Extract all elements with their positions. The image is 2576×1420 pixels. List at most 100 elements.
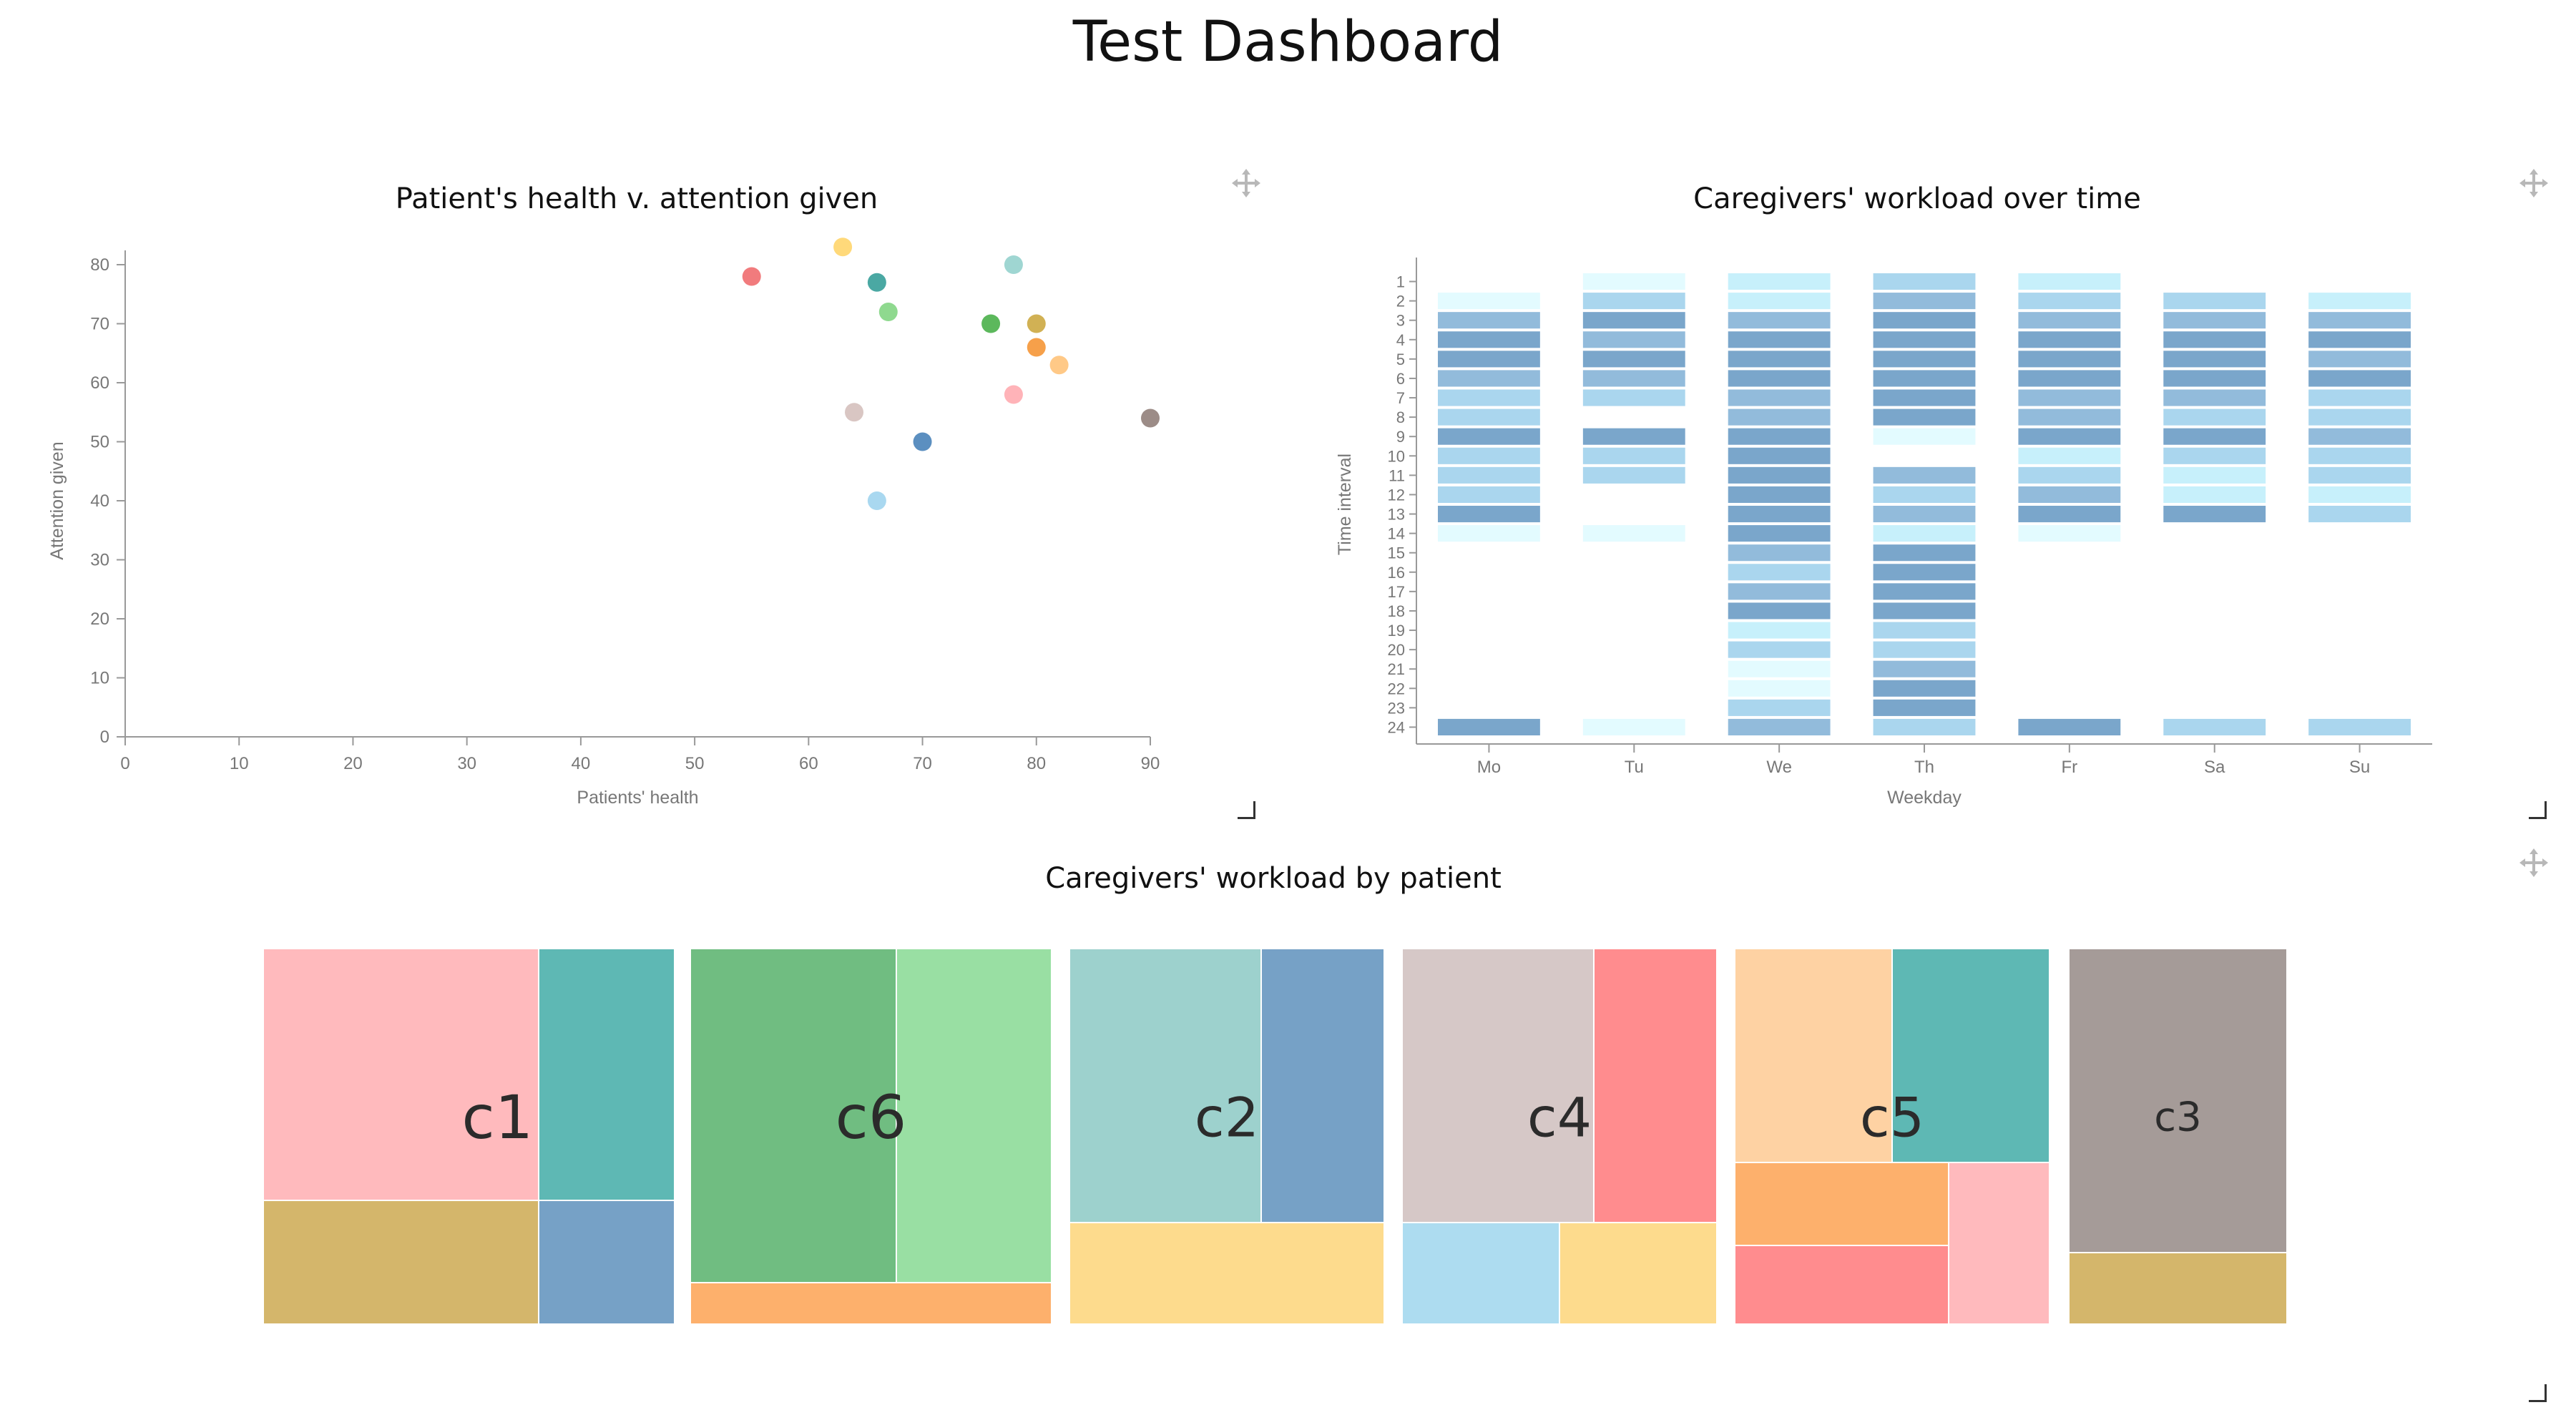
heatmap-cell (1438, 351, 1540, 368)
heatmap-cell (2018, 351, 2121, 368)
heatmap-cell (1873, 486, 1976, 503)
treemap-cell (1735, 949, 1892, 1163)
heatmap-cell (1873, 622, 1976, 639)
heatmap-cell (1873, 331, 1976, 348)
heatmap-cell (2018, 466, 2121, 484)
treemap-cell (2069, 949, 2287, 1253)
heatmap-cell (2018, 525, 2121, 542)
x-tick-label: 10 (230, 754, 249, 773)
treemap-cell (1892, 949, 2049, 1163)
heatmap-cell (2163, 718, 2266, 735)
resize-corner-icon[interactable] (1238, 801, 1255, 819)
heatmap-cell (1728, 544, 1831, 562)
heatmap-title: Caregivers' workload over time (1693, 182, 2141, 215)
treemap-cell (690, 949, 896, 1283)
heatmap-cell (2163, 389, 2266, 406)
treemap-cell (1069, 1223, 1384, 1324)
heatmap-cell (1582, 525, 1685, 542)
heatmap-cell (1873, 680, 1976, 697)
heatmap-cell (1728, 680, 1831, 697)
heatmap-cell (1438, 486, 1540, 503)
heatmap-cell (2018, 408, 2121, 426)
treemap-cell (1559, 1223, 1717, 1324)
heatmap-cell (2018, 370, 2121, 387)
y-tick-label: 2 (1396, 293, 1405, 310)
x-axis-label: Weekday (1887, 788, 1962, 808)
heatmap-cell (1582, 428, 1685, 445)
y-axis-label: Attention given (47, 441, 67, 559)
resize-corner-icon[interactable] (2529, 1384, 2547, 1402)
y-tick-label: 14 (1388, 525, 1405, 543)
heatmap-cell (2308, 370, 2411, 387)
heatmap-cell (1728, 312, 1831, 329)
treemap-cell (1402, 949, 1595, 1223)
heatmap-cell (2018, 506, 2121, 523)
heatmap-cell (1582, 718, 1685, 735)
heatmap-cell (2018, 486, 2121, 503)
heatmap-cell (1728, 718, 1831, 735)
treemap-group-label: c4 (1527, 1085, 1592, 1150)
move-icon[interactable] (2518, 167, 2550, 199)
heatmap-chart: 123456789101112131415161718192021222324M… (1335, 258, 2432, 808)
heatmap-cell (1728, 447, 1831, 464)
y-tick-label: 20 (90, 609, 109, 629)
resize-corner-icon[interactable] (2529, 801, 2547, 819)
y-tick-label: 0 (100, 728, 109, 747)
x-tick-label: Su (2349, 758, 2370, 777)
y-tick-label: 3 (1396, 312, 1405, 330)
scatter-point (1027, 314, 1046, 333)
y-tick-label: 16 (1388, 564, 1405, 582)
y-tick-label: 22 (1388, 680, 1405, 697)
move-icon[interactable] (2518, 847, 2550, 878)
scatter-point (867, 491, 886, 510)
y-tick-label: 17 (1388, 583, 1405, 601)
heatmap-cell (2308, 428, 2411, 445)
scatter-point (845, 403, 864, 422)
heatmap-cell (1582, 273, 1685, 290)
heatmap-cell (1873, 583, 1976, 600)
treemap-cell (539, 949, 675, 1200)
heatmap-cell (1873, 466, 1976, 484)
heatmap-cell (1873, 273, 1976, 290)
heatmap-cell (2018, 273, 2121, 290)
y-tick-label: 4 (1396, 331, 1405, 349)
y-tick-label: 30 (90, 551, 109, 570)
heatmap-cell (1873, 699, 1976, 716)
heatmap-cell (2163, 331, 2266, 348)
heatmap-cell (2163, 408, 2266, 426)
heatmap-cell (2018, 312, 2121, 329)
move-icon[interactable] (1230, 167, 1262, 199)
y-tick-label: 50 (90, 433, 109, 452)
heatmap-cell (1582, 447, 1685, 464)
heatmap-cell (1728, 273, 1831, 290)
x-tick-label: Tu (1625, 758, 1644, 777)
heatmap-cell (2163, 351, 2266, 368)
heatmap-cell (2308, 351, 2411, 368)
scatter-title: Patient's health v. attention given (395, 182, 878, 215)
heatmap-cell (2018, 428, 2121, 445)
x-tick-label: 0 (120, 754, 129, 773)
treemap-cell (1402, 1223, 1559, 1324)
heatmap-cell (1873, 370, 1976, 387)
y-tick-label: 80 (90, 255, 109, 275)
treemap-cell (1069, 949, 1262, 1223)
y-tick-label: 15 (1388, 544, 1405, 562)
heatmap-cell (1728, 583, 1831, 600)
heatmap-cell (1873, 525, 1976, 542)
y-tick-label: 6 (1396, 370, 1405, 388)
x-tick-label: Fr (2062, 758, 2078, 777)
heatmap-cell (1582, 331, 1685, 348)
y-tick-label: 21 (1388, 660, 1405, 678)
y-axis-label: Time interval (1335, 454, 1355, 555)
heatmap-cell (1873, 718, 1976, 735)
heatmap-cell (1728, 293, 1831, 310)
heatmap-cell (2163, 293, 2266, 310)
treemap-cell (1735, 1245, 1949, 1324)
x-tick-label: Th (1914, 758, 1934, 777)
heatmap-cell (1438, 718, 1540, 735)
x-tick-label: We (1766, 758, 1792, 777)
y-tick-label: 10 (1388, 447, 1405, 465)
heatmap-cell (1582, 351, 1685, 368)
treemap-cell (1261, 949, 1384, 1223)
y-tick-label: 20 (1388, 641, 1405, 659)
